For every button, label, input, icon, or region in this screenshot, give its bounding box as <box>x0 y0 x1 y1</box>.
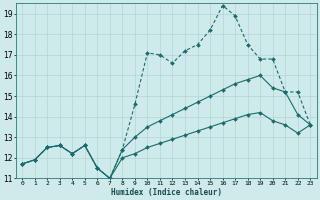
X-axis label: Humidex (Indice chaleur): Humidex (Indice chaleur) <box>111 188 222 197</box>
